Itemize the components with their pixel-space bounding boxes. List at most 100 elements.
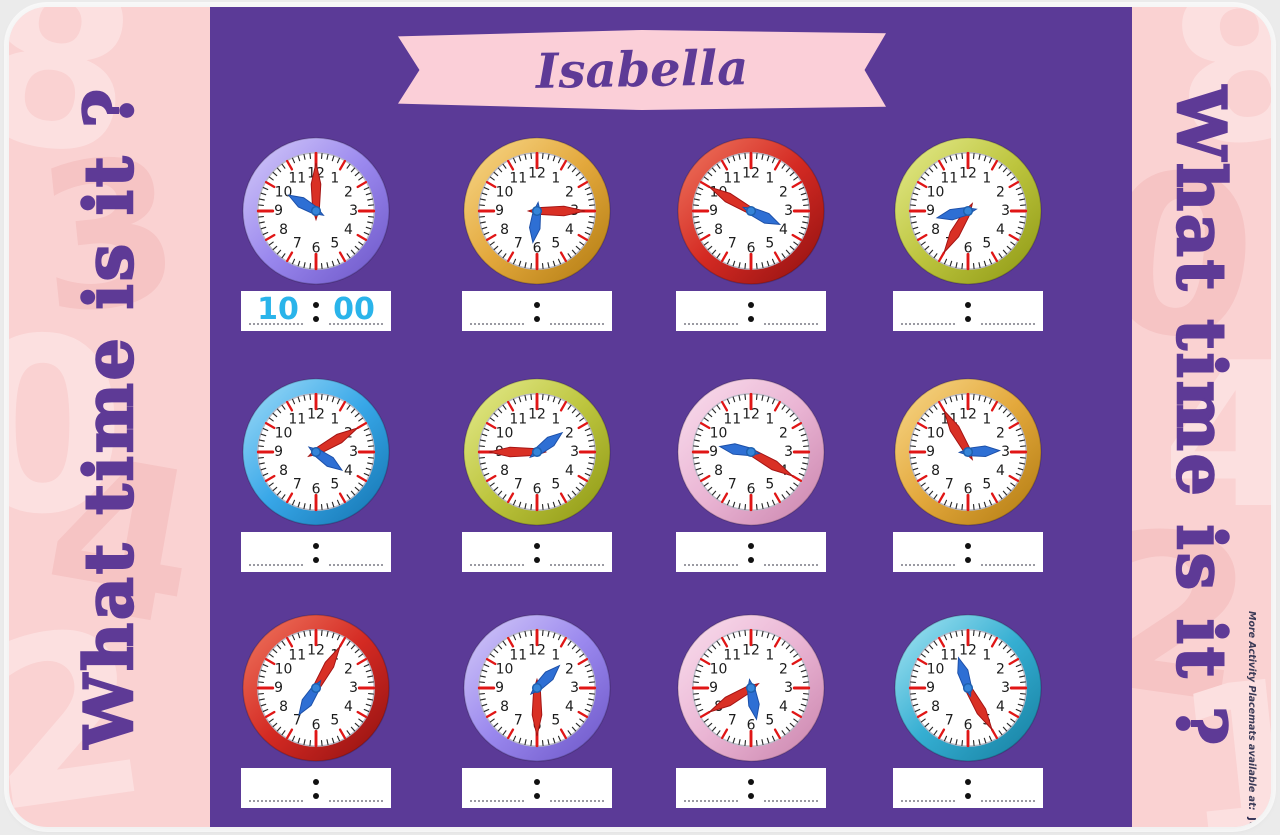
dotted-line	[901, 323, 955, 325]
svg-text:2: 2	[344, 661, 353, 677]
child-name: Isabella	[535, 40, 749, 100]
svg-text:6: 6	[747, 718, 756, 734]
svg-text:2: 2	[344, 184, 353, 200]
svg-text:8: 8	[714, 463, 723, 479]
svg-text:10: 10	[275, 661, 293, 677]
svg-text:10: 10	[496, 184, 514, 200]
answer-box[interactable]	[893, 532, 1043, 572]
answer-box[interactable]	[462, 768, 612, 808]
svg-text:12: 12	[307, 407, 325, 423]
answer-hours[interactable]: 10	[257, 292, 299, 327]
dotted-line	[470, 564, 524, 566]
svg-text:6: 6	[533, 482, 542, 498]
footer-note-text: More Activity Placemats available at:	[1246, 611, 1257, 811]
answer-box[interactable]	[241, 768, 391, 808]
svg-text:6: 6	[747, 241, 756, 257]
brand-name: JUST SO	[1246, 813, 1257, 827]
svg-text:3: 3	[349, 680, 358, 696]
answer-box[interactable]	[893, 291, 1043, 331]
answer-box[interactable]	[462, 291, 612, 331]
name-banner: Isabella	[398, 30, 886, 110]
dotted-line	[249, 564, 303, 566]
svg-text:11: 11	[940, 648, 958, 664]
clock-face: 123456789101112	[242, 614, 390, 762]
svg-text:3: 3	[349, 444, 358, 460]
answer-box[interactable]	[893, 768, 1043, 808]
svg-text:9: 9	[709, 203, 718, 219]
background-digit: 4	[1162, 320, 1271, 553]
svg-text:9: 9	[926, 444, 935, 460]
svg-text:2: 2	[996, 184, 1005, 200]
svg-text:4: 4	[344, 222, 353, 238]
clock-hub	[962, 682, 974, 694]
svg-text:12: 12	[742, 166, 760, 182]
answer-colon	[748, 291, 754, 331]
clock-face: 123456789101112	[894, 614, 1042, 762]
svg-text:5: 5	[330, 235, 339, 251]
dotted-line	[684, 323, 738, 325]
svg-text:11: 11	[723, 171, 741, 187]
svg-text:9: 9	[274, 680, 283, 696]
svg-text:3: 3	[349, 203, 358, 219]
answer-box[interactable]	[676, 291, 826, 331]
svg-text:5: 5	[330, 476, 339, 492]
svg-text:5: 5	[765, 476, 774, 492]
svg-text:9: 9	[926, 680, 935, 696]
svg-text:5: 5	[765, 712, 774, 728]
svg-text:6: 6	[964, 482, 973, 498]
svg-text:12: 12	[307, 643, 325, 659]
answer-box[interactable]: 10 00	[241, 291, 391, 331]
svg-text:12: 12	[959, 643, 977, 659]
svg-text:5: 5	[551, 235, 560, 251]
svg-text:8: 8	[500, 222, 509, 238]
svg-text:2: 2	[779, 425, 788, 441]
svg-text:4: 4	[565, 699, 574, 715]
answer-minutes[interactable]: 00	[333, 292, 375, 327]
clock-hub	[745, 682, 757, 694]
answer-colon	[748, 532, 754, 572]
dotted-line	[764, 323, 818, 325]
answer-box[interactable]	[462, 532, 612, 572]
svg-text:9: 9	[274, 444, 283, 460]
svg-text:11: 11	[288, 648, 306, 664]
svg-text:11: 11	[509, 171, 527, 187]
answer-colon	[313, 291, 319, 331]
svg-text:2: 2	[996, 661, 1005, 677]
svg-text:5: 5	[330, 712, 339, 728]
svg-text:4: 4	[344, 699, 353, 715]
svg-text:8: 8	[500, 699, 509, 715]
dotted-line	[981, 800, 1035, 802]
dotted-line	[981, 564, 1035, 566]
answer-box[interactable]	[676, 768, 826, 808]
svg-text:10: 10	[275, 184, 293, 200]
svg-text:7: 7	[293, 476, 302, 492]
svg-text:9: 9	[709, 680, 718, 696]
svg-text:3: 3	[570, 444, 579, 460]
svg-text:9: 9	[495, 203, 504, 219]
svg-text:7: 7	[945, 712, 954, 728]
svg-text:2: 2	[779, 184, 788, 200]
clock-hub	[745, 205, 757, 217]
answer-box[interactable]	[241, 532, 391, 572]
clock-hub	[962, 446, 974, 458]
dotted-line	[249, 323, 303, 325]
svg-text:10: 10	[275, 425, 293, 441]
svg-text:10: 10	[710, 661, 728, 677]
clock-hub	[310, 205, 322, 217]
answer-box[interactable]	[676, 532, 826, 572]
dotted-line	[901, 564, 955, 566]
answer-colon	[534, 768, 540, 808]
svg-text:1: 1	[330, 412, 339, 428]
svg-text:10: 10	[496, 661, 514, 677]
svg-text:10: 10	[496, 425, 514, 441]
svg-text:9: 9	[709, 444, 718, 460]
dotted-line	[329, 800, 383, 802]
dotted-line	[550, 564, 604, 566]
dotted-line	[684, 564, 738, 566]
clock-face: 123456789101112	[463, 614, 611, 762]
svg-text:11: 11	[940, 171, 958, 187]
svg-text:9: 9	[274, 203, 283, 219]
svg-text:9: 9	[926, 203, 935, 219]
background-digit: 0	[9, 287, 126, 567]
dotted-line	[764, 800, 818, 802]
